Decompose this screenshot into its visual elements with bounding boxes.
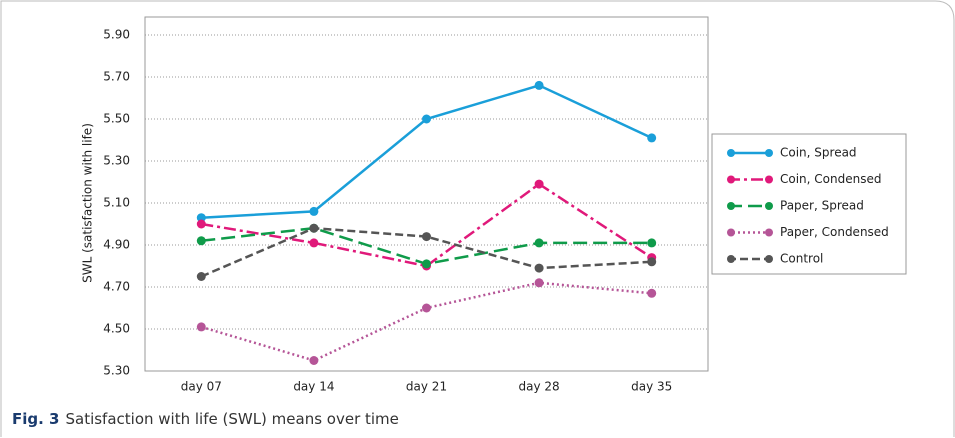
- series-line: [201, 84, 653, 219]
- legend-marker: [765, 149, 773, 157]
- y-tick-label: 5.10: [103, 196, 130, 210]
- data-point: [196, 272, 206, 281]
- legend-label: Coin, Spread: [780, 146, 857, 160]
- legend: [711, 133, 907, 275]
- data-point: [196, 322, 206, 332]
- legend-marker: [765, 175, 773, 184]
- data-point: [422, 232, 431, 242]
- data-point: [196, 219, 206, 229]
- data-point: [309, 356, 319, 365]
- data-point: [196, 236, 206, 246]
- legend-marker: [765, 255, 773, 263]
- data-point: [647, 257, 657, 267]
- series-line: [200, 281, 652, 362]
- data-point: [422, 114, 431, 124]
- legend-label: Coin, Condensed: [780, 172, 881, 186]
- y-tick-label: 5.30: [103, 154, 130, 168]
- data-point: [196, 213, 206, 223]
- legend-marker: [727, 255, 735, 263]
- x-tick-label: day 35: [631, 380, 672, 394]
- data-point: [534, 179, 544, 189]
- caption-text: Satisfaction with life (SWL) means over …: [65, 410, 399, 428]
- plot-area: [144, 16, 709, 372]
- legend-label: Control: [780, 252, 823, 266]
- legend-marker: [727, 228, 735, 237]
- x-tick-label: day 14: [293, 380, 334, 394]
- y-tick-label: 5.50: [103, 112, 130, 126]
- legend-label: Paper, Spread: [780, 199, 864, 213]
- y-axis-label: SWL (satisfaction with life): [81, 123, 95, 283]
- data-point: [422, 303, 431, 313]
- legend-marker: [765, 228, 773, 237]
- data-point: [309, 206, 319, 216]
- data-point: [422, 259, 431, 269]
- data-point: [534, 238, 544, 248]
- legend-marker: [765, 202, 773, 210]
- data-point: [309, 223, 319, 233]
- y-tick-label: 5.90: [103, 28, 130, 42]
- data-point: [534, 80, 544, 90]
- data-point: [647, 288, 657, 298]
- data-point: [309, 238, 319, 248]
- y-tick-label: 5.70: [103, 70, 130, 84]
- legend-label: Paper, Condensed: [780, 225, 889, 239]
- legend-marker: [727, 175, 735, 184]
- y-tick-label: 4.70: [103, 280, 130, 294]
- y-tick-label: 5.30: [103, 364, 130, 378]
- x-tick-label: day 07: [181, 380, 222, 394]
- y-tick-label: 4.90: [103, 238, 130, 252]
- data-point: [534, 278, 544, 288]
- legend-marker: [727, 149, 735, 157]
- caption-label: Fig. 3: [12, 410, 60, 428]
- caption: Fig. 3 Satisfaction with life (SWL) means…: [12, 410, 399, 428]
- data-point: [647, 238, 657, 248]
- series-line: [201, 182, 653, 268]
- data-point: [647, 133, 657, 143]
- legend-marker: [727, 202, 735, 210]
- x-tick-label: day 28: [519, 380, 560, 394]
- y-tick-label: 4.50: [103, 322, 130, 336]
- x-tick-label: day 21: [406, 380, 447, 394]
- data-point: [534, 263, 544, 273]
